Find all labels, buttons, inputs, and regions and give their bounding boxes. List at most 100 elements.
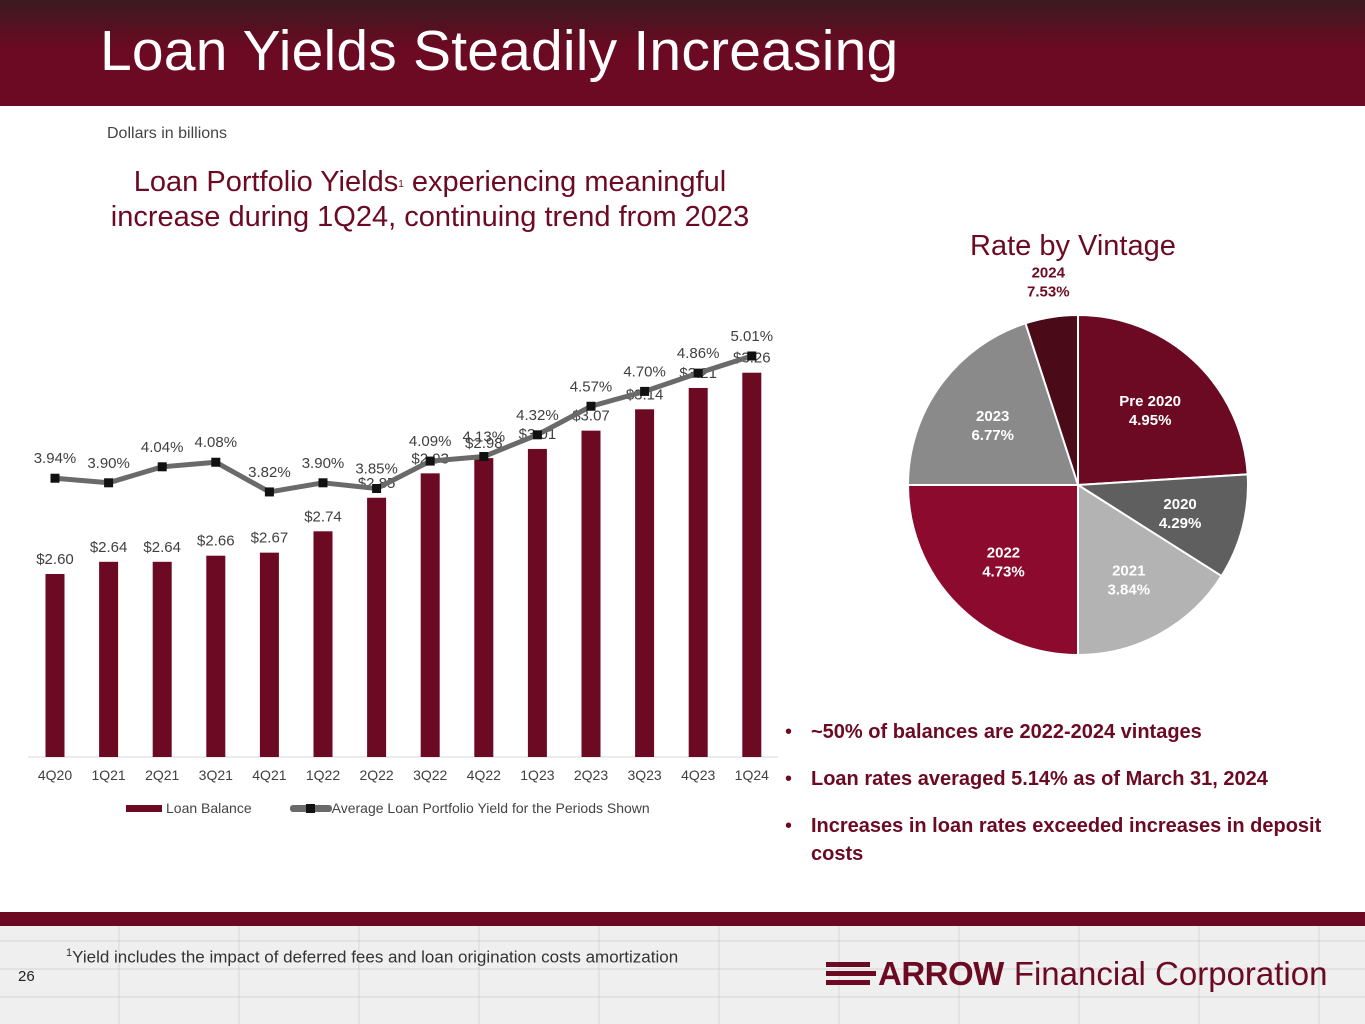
bullet-item: Increases in loan rates exceeded increas…: [785, 812, 1345, 868]
yield-data-label: 4.32%: [516, 407, 559, 424]
yield-data-label: 3.90%: [87, 455, 130, 472]
pie-slice: [1024, 313, 1079, 486]
pie-slice: [1074, 473, 1249, 578]
pie-slice-label: Pre 2020: [1119, 393, 1181, 410]
bar-loan-balance: [581, 430, 601, 757]
x-tick-label: 1Q21: [91, 767, 125, 783]
footer-background: [0, 912, 1365, 1024]
chart-heading-part1: Loan Portfolio Yields: [133, 166, 399, 198]
bullet-item: ~50% of balances are 2022-2024 vintages: [785, 718, 1345, 746]
header-banner: Loan Yields Steadily Increasing: [0, 0, 1365, 106]
yield-data-label: 3.85%: [355, 461, 398, 478]
loan-combo-chart: $2.60 4Q20 $2.64 1Q21 $2.64 2Q21 $2.66 3Q21 $2.6…: [28, 328, 778, 783]
bar-loan-balance: [45, 574, 65, 757]
yield-point: [532, 430, 542, 440]
pie-slice-label: 2021: [1112, 562, 1145, 579]
bullet-list: ~50% of balances are 2022-2024 vintages …: [785, 718, 1345, 887]
x-tick-label: 3Q22: [413, 767, 447, 783]
bar-data-label: $2.60: [36, 551, 74, 568]
bar-loan-balance: [527, 448, 547, 757]
footnote: 1Yield includes the impact of deferred f…: [66, 947, 678, 968]
bar-loan-balance: [259, 552, 279, 757]
yield-point: [157, 462, 167, 472]
bar-loan-balance: [420, 473, 440, 757]
bar-loan-balance: [206, 555, 226, 757]
pie-slice: [1077, 483, 1223, 657]
x-tick-label: 4Q22: [467, 767, 501, 783]
bar-loan-balance: [688, 387, 708, 757]
bullet-item: Loan rates averaged 5.14% as of March 31…: [785, 765, 1345, 793]
yield-point: [211, 457, 221, 467]
pie-slice: [906, 322, 1080, 486]
x-tick-label: 3Q23: [627, 767, 661, 783]
page-number: 26: [18, 968, 35, 985]
bar-loan-balance: [742, 372, 762, 757]
bar-loan-balance: [474, 458, 494, 757]
x-tick-label: 1Q22: [306, 767, 340, 783]
pie-slice-label: 2024: [1032, 264, 1066, 281]
yield-data-label: 4.57%: [570, 378, 613, 395]
pie-slice-rate: 4.73%: [982, 564, 1025, 581]
bar-data-label: $2.67: [251, 530, 289, 547]
yield-point: [586, 401, 596, 411]
legend-swatch-bar: [126, 804, 162, 812]
x-tick-label: 4Q20: [38, 767, 72, 783]
x-tick-label: 1Q23: [520, 767, 554, 783]
bar-loan-balance: [99, 561, 119, 757]
x-tick-label: 3Q21: [199, 767, 233, 783]
x-tick-label: 1Q24: [735, 767, 769, 783]
yield-data-label: 4.09%: [409, 433, 452, 450]
page-title: Loan Yields Steadily Increasing: [100, 19, 899, 83]
yield-data-label: 4.86%: [677, 345, 720, 362]
pie-slice: [1077, 313, 1249, 487]
bar-data-label: $2.64: [143, 539, 181, 556]
bar-loan-balance: [152, 561, 172, 757]
yield-data-label: 4.08%: [195, 434, 238, 451]
footer-divider: [0, 912, 1365, 926]
pie-title: Rate by Vintage: [970, 230, 1176, 262]
pie-slice-label: 2020: [1163, 496, 1196, 513]
arrow-logo-icon: [826, 954, 876, 994]
company-logo: ARROW Financial Corporation: [826, 950, 1327, 998]
yield-data-label: 3.94%: [34, 450, 77, 467]
yield-point: [425, 456, 435, 466]
bar-loan-balance: [635, 409, 655, 757]
x-tick-label: 2Q21: [145, 767, 179, 783]
yield-series-line: [54, 353, 753, 495]
unit-note: Dollars in billions: [107, 125, 228, 142]
rate-by-vintage-pie: Pre 2020 4.95% 2020 4.29% 2021 3.84% 2022 4.73%…: [906, 264, 1249, 657]
pie-slice-label: 2023: [976, 408, 1009, 425]
yield-point: [318, 478, 328, 488]
yield-data-label: 4.04%: [141, 439, 184, 456]
yield-data-label: 4.13%: [463, 429, 506, 446]
footnote-text: Yield includes the impact of deferred fe…: [72, 947, 679, 967]
logo-word: ARROW: [878, 955, 1004, 992]
bar-data-label: $2.66: [197, 533, 235, 550]
legend-label-loan-balance: Loan Balance: [166, 800, 252, 816]
yield-point: [104, 478, 114, 488]
yield-point: [372, 484, 382, 494]
legend-label-yield: Average Loan Portfolio Yield for the Per…: [331, 800, 650, 816]
x-tick-label: 2Q23: [574, 767, 608, 783]
legend-swatch-line: [289, 803, 332, 813]
footnote-mark: 1: [66, 947, 73, 959]
pie-slice-rate: 6.77%: [971, 427, 1014, 444]
chart-heading: Loan Portfolio Yields1 experiencing mean…: [100, 165, 760, 235]
pie-slice-rate: 7.53%: [1027, 283, 1070, 300]
legend-item-yield: Average Loan Portfolio Yield for the Per…: [289, 800, 650, 816]
yield-data-label: 3.82%: [248, 464, 291, 481]
chart-heading-footnote-mark: 1: [398, 179, 404, 190]
legend-item-loan-balance: Loan Balance: [126, 800, 252, 816]
yield-data-label: 5.01%: [731, 328, 774, 345]
yield-point: [640, 386, 650, 396]
bar-data-label: $2.74: [304, 508, 342, 525]
bar-data-label: $2.64: [90, 539, 128, 556]
yield-point: [747, 351, 757, 361]
yield-point: [264, 487, 274, 497]
pie-slice-rate: 4.95%: [1129, 412, 1172, 429]
yield-point: [50, 473, 60, 483]
bar-loan-balance: [313, 531, 333, 757]
chart-legend: Loan Balance Average Loan Portfolio Yiel…: [126, 800, 688, 816]
pie-slice-rate: 4.29%: [1159, 515, 1202, 532]
x-tick-label: 4Q23: [681, 767, 715, 783]
